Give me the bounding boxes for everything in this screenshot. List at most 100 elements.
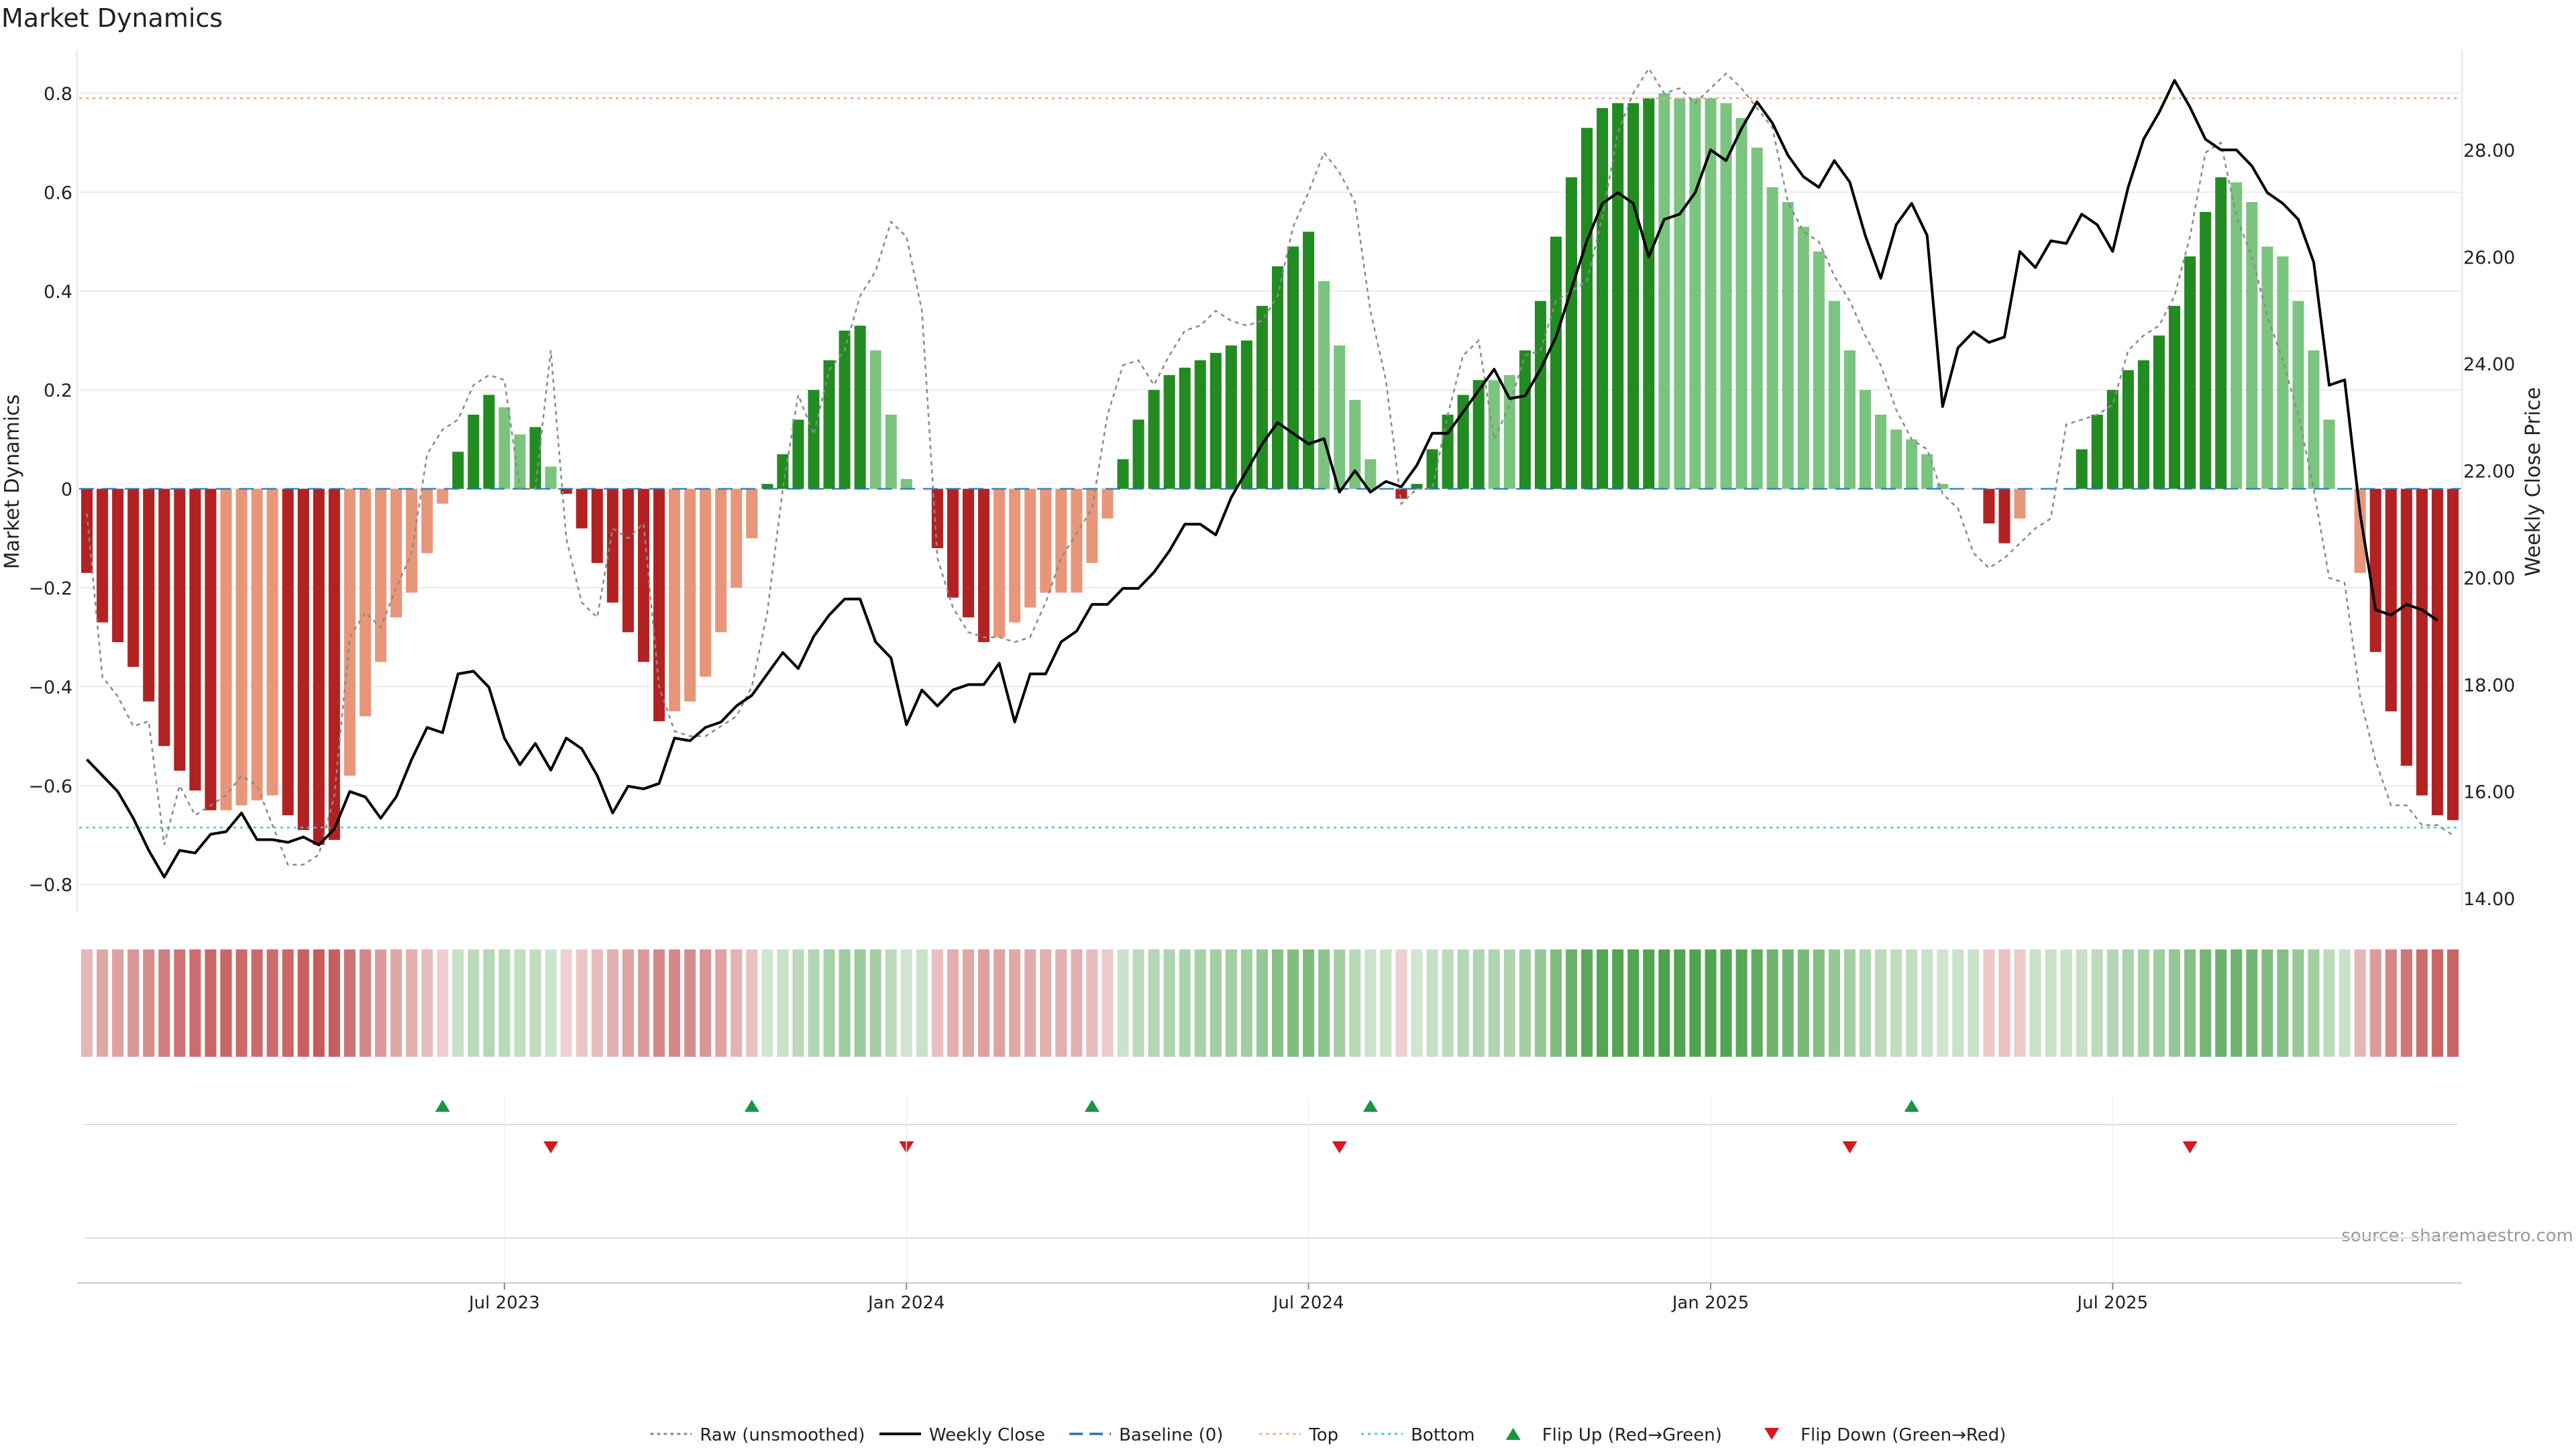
heat-strip-cell bbox=[1890, 949, 1902, 1057]
dynamics-bar bbox=[1472, 380, 1485, 489]
dynamics-bar bbox=[576, 488, 588, 529]
heat-strip-cell bbox=[2169, 949, 2181, 1057]
heat-strip-cell bbox=[1813, 949, 1825, 1057]
heat-strip-cell bbox=[684, 949, 696, 1057]
dynamics-bar bbox=[174, 488, 186, 771]
heat-strip-cell bbox=[205, 949, 217, 1057]
dynamics-bar bbox=[2014, 488, 2026, 519]
heat-strip-cell bbox=[1705, 949, 1717, 1057]
dynamics-bar bbox=[1627, 103, 1640, 489]
heat-strip-cell bbox=[174, 949, 186, 1057]
dynamics-bar bbox=[2231, 182, 2243, 489]
heat-strip-cell bbox=[1597, 949, 1609, 1057]
heat-strip-cell bbox=[421, 949, 433, 1057]
dynamics-bar bbox=[1597, 108, 1609, 489]
heat-strip-cell bbox=[2091, 949, 2103, 1057]
dynamics-bar bbox=[2323, 419, 2335, 489]
dynamics-bar bbox=[1921, 454, 1933, 489]
dynamics-bar bbox=[235, 488, 248, 806]
heat-strip-cell bbox=[1086, 949, 1098, 1057]
dynamics-bar bbox=[1612, 103, 1624, 489]
heat-strip-cell bbox=[761, 949, 773, 1057]
dynamics-bar bbox=[1937, 484, 1949, 489]
dynamics-bar bbox=[978, 488, 990, 643]
dynamics-bar bbox=[1395, 488, 1407, 499]
heat-strip-cell bbox=[297, 949, 309, 1057]
axes: −0.8 −0.6 −0.4 −0.2 0 0.2 0.4 0.6 0.8 14.00 16.00 1… bbox=[28, 50, 2515, 911]
heat-strip-cell bbox=[1426, 949, 1438, 1057]
dynamics-bar bbox=[297, 488, 309, 831]
dynamics-bar bbox=[854, 325, 866, 489]
dynamics-bar bbox=[2184, 256, 2196, 489]
heat-strip-cell bbox=[1735, 949, 1748, 1057]
dynamics-bar bbox=[514, 434, 526, 489]
dynamics-bar bbox=[777, 454, 789, 489]
dynamics-bar bbox=[266, 488, 278, 796]
heat-strip-cell bbox=[885, 949, 897, 1057]
dynamics-bar bbox=[2416, 488, 2428, 796]
chart-title: Market Dynamics bbox=[1, 3, 223, 33]
heat-strip-cell bbox=[637, 949, 649, 1057]
x-axis: Jul 2023 Jan 2024 Jul 2024 Jan 2025 Jul 2025 bbox=[77, 1097, 2462, 1313]
dynamics-bar bbox=[1875, 415, 1887, 489]
heat-strip-cell bbox=[437, 949, 449, 1057]
dynamics-bar bbox=[1828, 301, 1840, 489]
flip-up-marker bbox=[1904, 1100, 1919, 1112]
dynamics-bar bbox=[1148, 390, 1160, 489]
heat-strip-cell bbox=[2014, 949, 2026, 1057]
dynamics-bar bbox=[1411, 484, 1423, 489]
dynamics-bar bbox=[1071, 488, 1083, 593]
dynamics-bar bbox=[220, 488, 232, 811]
heat-strip-cell bbox=[1658, 949, 1670, 1057]
dynamics-bar bbox=[2261, 246, 2273, 489]
dynamics-bar bbox=[374, 488, 387, 662]
flip-down-marker bbox=[1842, 1141, 1858, 1153]
dynamics-bar bbox=[282, 488, 294, 815]
heat-strip-cell bbox=[978, 949, 990, 1057]
y-left-tick-label: −0.6 bbox=[28, 776, 72, 797]
dynamics-bar bbox=[1102, 488, 1114, 519]
legend: Raw (unsmoothed) Weekly Close Baseline (0)… bbox=[650, 1425, 2006, 1445]
legend-item-flip_up: Flip Up (Red→Green) bbox=[1505, 1425, 1722, 1445]
heat-strip-cell bbox=[2431, 949, 2443, 1057]
heat-strip-cell bbox=[2277, 949, 2289, 1057]
flip-up-marker bbox=[1362, 1100, 1378, 1112]
heat-strip-cell bbox=[343, 949, 356, 1057]
dynamics-bar bbox=[1643, 98, 1655, 489]
heat-strip-cell bbox=[2246, 949, 2258, 1057]
heat-strip-cell bbox=[1256, 949, 1269, 1057]
dynamics-bar bbox=[808, 390, 820, 489]
heat-strip-cell bbox=[1581, 949, 1593, 1057]
dynamics-bar bbox=[529, 427, 541, 489]
heat-strip-cell bbox=[1071, 949, 1083, 1057]
dynamics-bar bbox=[700, 488, 712, 677]
dynamics-bar bbox=[2122, 370, 2134, 489]
heat-strip-cell bbox=[1040, 949, 1052, 1057]
dynamics-bar bbox=[80, 488, 93, 573]
heat-strip-cell bbox=[1179, 949, 1191, 1057]
dynamics-bar bbox=[97, 488, 109, 623]
heat-strip-cell bbox=[158, 949, 170, 1057]
heat-strip-cell bbox=[962, 949, 975, 1057]
heat-strip-cell bbox=[622, 949, 634, 1057]
heat-strip-cell bbox=[374, 949, 387, 1057]
heat-strip-cell bbox=[1612, 949, 1624, 1057]
y-left-tick-label: 0.2 bbox=[44, 380, 72, 401]
heat-strip-cell bbox=[2447, 949, 2459, 1057]
dynamics-bar bbox=[1210, 352, 1222, 489]
heat-strip-cell bbox=[2308, 949, 2320, 1057]
dynamics-bar bbox=[715, 488, 727, 633]
heat-strip-cell bbox=[900, 949, 912, 1057]
dynamics-bar bbox=[205, 488, 217, 811]
dynamics-bar bbox=[1457, 395, 1469, 489]
heat-strip-cell bbox=[1519, 949, 1531, 1057]
dynamics-bars bbox=[80, 93, 2459, 845]
dynamics-bar bbox=[2153, 335, 2165, 489]
dynamics-bar bbox=[2137, 360, 2149, 489]
heat-strip-cell bbox=[80, 949, 93, 1057]
dynamics-bar bbox=[2169, 305, 2181, 489]
dynamics-bar bbox=[251, 488, 263, 800]
y-right-tick-label: 26.00 bbox=[2463, 248, 2515, 268]
heat-strip-cell bbox=[1024, 949, 1036, 1057]
dynamics-bar bbox=[1364, 459, 1377, 489]
